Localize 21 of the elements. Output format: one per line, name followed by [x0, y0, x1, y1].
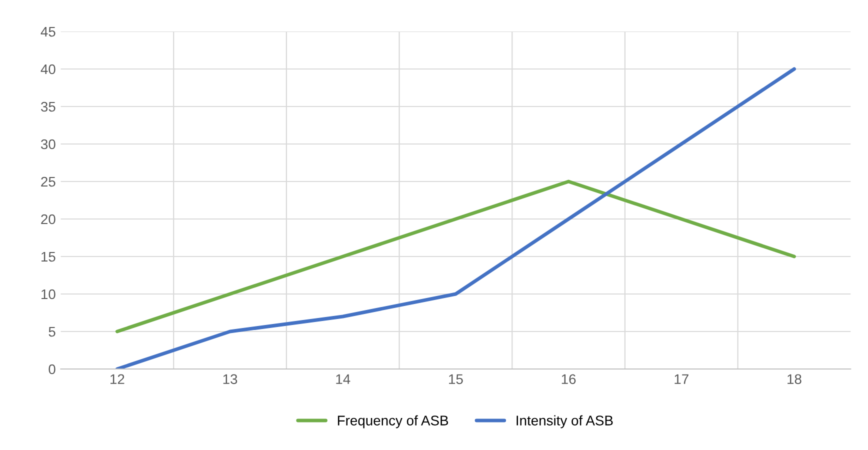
y-tick-label: 0: [48, 364, 56, 374]
x-tick-label: 18: [788, 374, 802, 384]
x-tick-label: 17: [674, 374, 688, 384]
y-tick-label: 40: [40, 64, 56, 74]
y-tick-label: 35: [40, 102, 56, 112]
y-tick-label: 10: [42, 289, 56, 300]
y-tick-label: 30: [40, 139, 56, 150]
x-tick-label: 12: [110, 374, 124, 384]
y-tick-label: 5: [48, 326, 56, 337]
x-tick-label: 13: [223, 374, 238, 384]
y-tick-label: 25: [41, 176, 56, 187]
line-series: [115, 67, 796, 369]
legend-label: Frequency of ASB: [338, 415, 448, 428]
y-tick-label: 15: [42, 252, 56, 262]
line-series: [115, 180, 796, 334]
y-tick-label: 20: [41, 214, 56, 224]
x-tick-label: 14: [336, 374, 350, 384]
y-tick-label: 45: [40, 26, 56, 37]
x-tick-label: 16: [562, 374, 576, 384]
legend-label: Intensity of ASB: [516, 415, 613, 428]
x-tick-label: 15: [449, 374, 463, 384]
